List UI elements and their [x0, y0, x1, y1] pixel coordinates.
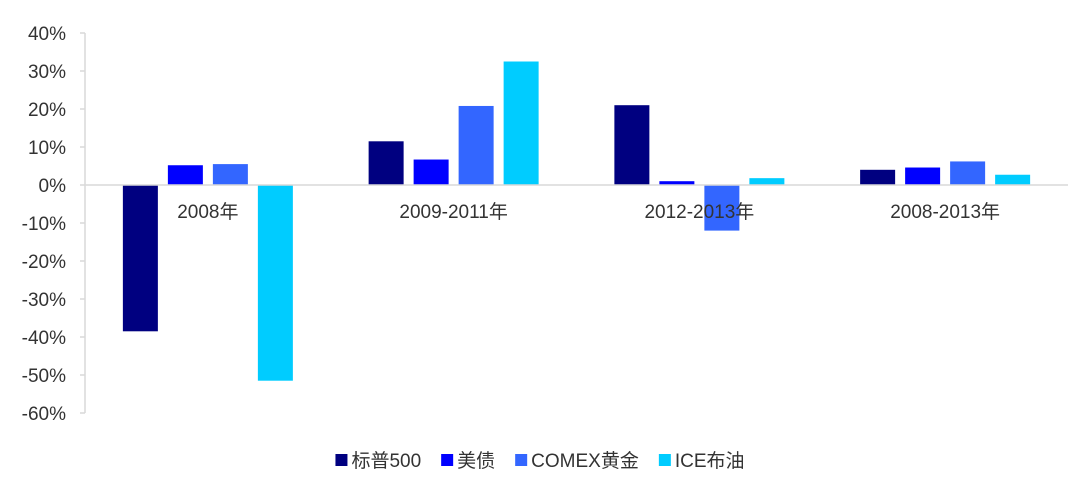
category-label: 2008-2013年: [890, 201, 1000, 223]
bar: [122, 185, 158, 332]
bar: [905, 167, 941, 185]
category-label: 2012-2013年: [644, 201, 754, 223]
legend: 标普500 美债 COMEX黄金 ICE布油: [335, 450, 745, 472]
legend-marker: [515, 454, 528, 466]
legend-marker: [335, 454, 348, 466]
y-tick-label: 30%: [28, 62, 66, 83]
y-tick-label: -40%: [22, 328, 66, 349]
legend-label: 标普500: [351, 450, 421, 472]
bar: [659, 181, 695, 185]
bar: [458, 105, 494, 185]
bar: [212, 164, 248, 185]
bar: [368, 141, 404, 185]
y-tick-label: -30%: [22, 290, 66, 311]
legend-label: ICE布油: [675, 450, 745, 472]
bar: [995, 174, 1031, 185]
category-label: 2008年: [177, 201, 238, 223]
bar: [257, 185, 293, 381]
y-tick-label: 10%: [28, 138, 66, 159]
y-tick-label: 20%: [28, 100, 66, 121]
bar: [413, 159, 449, 185]
y-tick-label: 0%: [39, 176, 67, 197]
category-label: 2009-2011年: [399, 201, 507, 223]
category-labels: 2008年 2009-2011年 2012-2013年 2008-2013年: [177, 201, 1000, 223]
y-tick-label: -50%: [22, 366, 66, 387]
y-axis: 40% 30% 20% 10% 0% -10% -20% -30% -40% -50% -60%: [22, 24, 86, 425]
y-tick-label: 40%: [28, 24, 66, 45]
legend-marker: [658, 454, 671, 466]
y-tick-label: -60%: [22, 404, 66, 425]
legend-marker: [441, 454, 454, 466]
bar: [167, 165, 203, 185]
bar: [614, 105, 650, 185]
legend-label: 美债: [457, 450, 495, 472]
bar: [503, 61, 539, 185]
bar: [704, 185, 740, 231]
y-tick-label: -20%: [22, 252, 66, 273]
legend-label: COMEX黄金: [531, 450, 639, 472]
bars: [122, 61, 1031, 381]
bar: [860, 169, 896, 185]
y-tick-label: -10%: [22, 214, 66, 235]
bar: [950, 161, 986, 185]
bar: [749, 178, 785, 185]
